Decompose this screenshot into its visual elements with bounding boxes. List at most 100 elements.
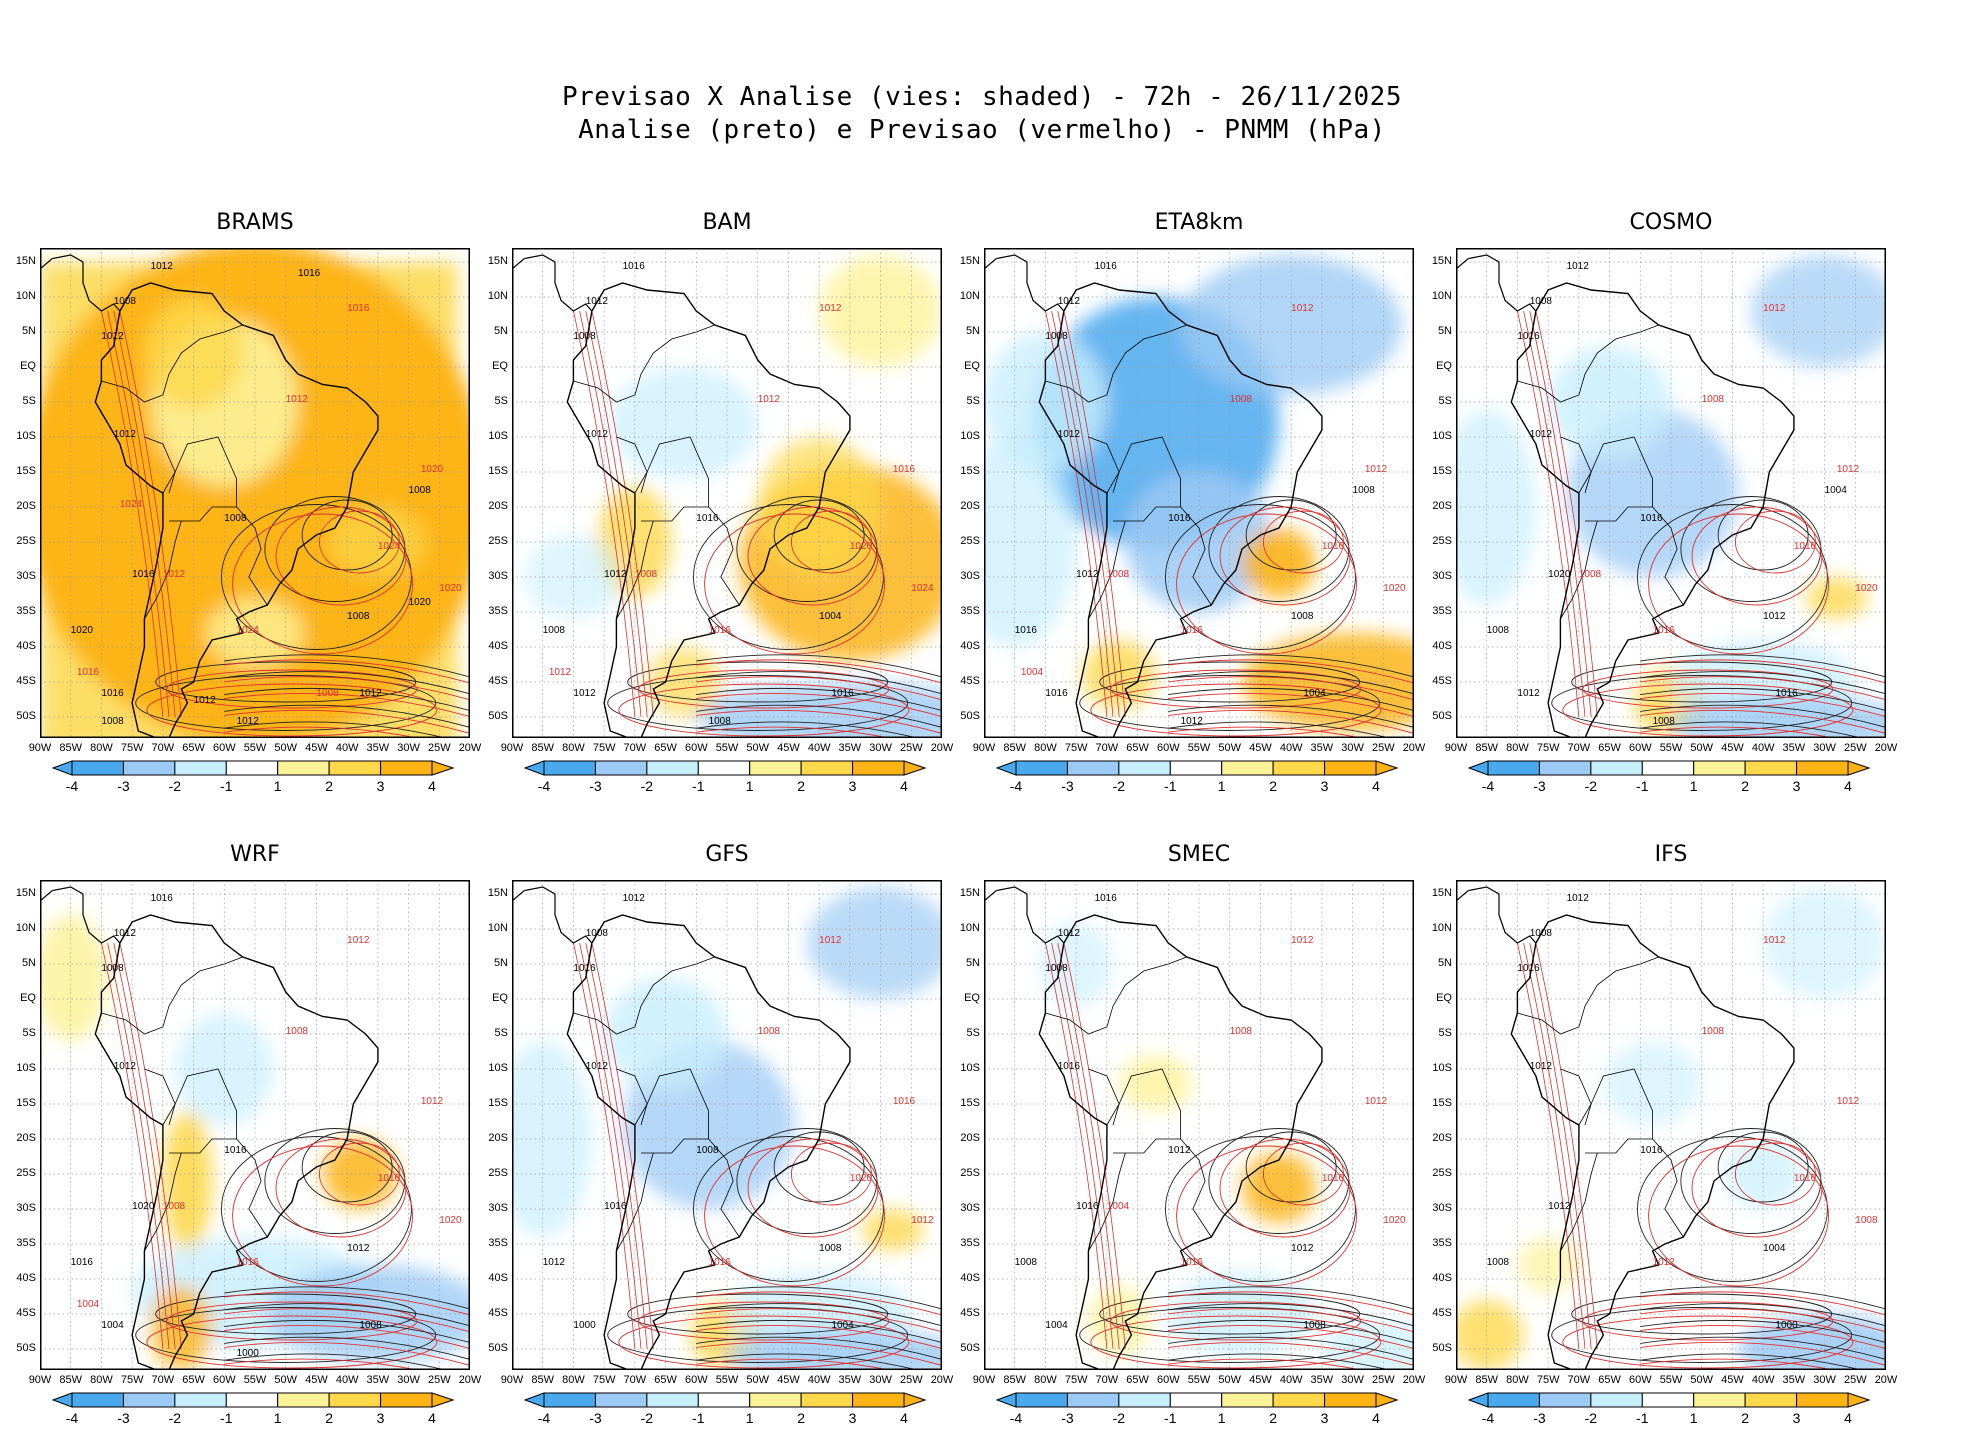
isobar-analysis — [696, 1286, 942, 1310]
lat-tick-label: 45S — [1432, 675, 1452, 687]
lon-tick-label: 25W — [1843, 1374, 1867, 1386]
isobar-analysis — [696, 671, 942, 695]
lat-tick-label: 40S — [960, 1272, 980, 1284]
bias-area — [512, 1041, 592, 1237]
isobar-analysis — [1208, 496, 1350, 602]
contour-label-analysis: 1004 — [1303, 688, 1326, 699]
colorbar-tick-label: -4 — [1481, 778, 1495, 794]
country-border — [101, 324, 243, 403]
country-border — [1560, 520, 1598, 620]
isobar-analysis — [773, 1131, 865, 1203]
contour-label-analysis: 1008 — [347, 611, 370, 622]
lon-tick-label: 40W — [807, 1374, 831, 1386]
contour-label-analysis: 1012 — [1548, 1201, 1571, 1212]
map-svg: 1016 1012 1008 1016 1012 1016 1008 1012 1008 1004… — [984, 880, 1414, 1370]
lon-tick-label: 75W — [592, 1374, 616, 1386]
isobar-forecast — [232, 513, 414, 655]
contour-label-analysis: 1012 — [1291, 1243, 1314, 1254]
panel-ifs: IFS 1012 1008 1016 1012 1016 1012 1008 1004 1000 1… — [1416, 832, 1898, 1432]
lat-tick-label: 20S — [960, 1132, 980, 1144]
colorbar-segment — [1066, 760, 1120, 776]
colorbar-segment — [328, 1392, 382, 1408]
colorbar-tick-label: 4 — [1844, 778, 1852, 794]
country-border — [1517, 956, 1659, 1035]
panel-title: WRF — [230, 842, 280, 867]
isobar-forecast — [704, 513, 886, 655]
lon-tick-label: 75W — [1064, 742, 1088, 754]
isobar-forecast — [704, 1145, 886, 1287]
contour-label-analysis: 1016 — [1517, 331, 1540, 342]
contour-label-forecast: 1012 — [347, 935, 370, 946]
isobar-forecast — [1691, 506, 1823, 606]
colorbar-tick-label: 4 — [900, 1410, 908, 1426]
isobar-analysis — [224, 687, 470, 712]
lon-tick-label: 20W — [930, 742, 954, 754]
lon-tick-label: 25W — [427, 1374, 451, 1386]
colorbar — [523, 760, 927, 776]
contour-label-forecast: 1016 — [1653, 625, 1676, 636]
coastline-south-america — [94, 282, 379, 738]
lat-tick-label: 20S — [1432, 1132, 1452, 1144]
lon-tick-label: 30W — [1341, 742, 1364, 754]
colorbar-segment — [1693, 1392, 1746, 1408]
lat-tick-label: 15N — [959, 255, 980, 267]
lat-tick-label: 35S — [1432, 1237, 1452, 1249]
coastline-central-america — [512, 886, 593, 944]
isobar-andes — [1517, 310, 1580, 718]
lat-tick-label: 30S — [960, 570, 980, 582]
contour-label-forecast: 1012 — [163, 569, 186, 580]
lon-tick-label: 20W — [1402, 1374, 1426, 1386]
isobar-andes — [101, 310, 164, 718]
isobar-forecast — [1640, 726, 1836, 738]
isobar-analysis — [627, 661, 889, 703]
colorbar-segment — [543, 1392, 596, 1408]
lat-tick-label: 50S — [1432, 1342, 1452, 1354]
country-border — [1045, 956, 1187, 1035]
lon-tick-label: 85W — [531, 1374, 555, 1386]
isobar-analysis — [1636, 504, 1828, 650]
contour-label-forecast: 1012 — [1291, 303, 1314, 314]
lat-tick-label: 25S — [16, 535, 36, 547]
isobar-forecast — [232, 1145, 414, 1287]
lon-tick-label: 65W — [182, 1374, 205, 1386]
isobar-analysis — [1079, 1307, 1381, 1363]
lat-tick-label: 10S — [488, 430, 508, 442]
isobar-analysis — [1680, 1128, 1822, 1234]
isobar-andes — [1057, 310, 1120, 718]
contour-label-analysis: 1012 — [586, 429, 609, 440]
country-border — [573, 324, 715, 403]
contour-label-forecast: 1020 — [1855, 583, 1878, 594]
bias-area — [162, 1111, 212, 1251]
colorbar-segment — [1118, 760, 1171, 776]
lat-tick-label: 25S — [960, 535, 980, 547]
map-svg: 1016101210081012101610121016100810041016… — [984, 248, 1414, 738]
contour-label-forecast: 1016 — [1794, 1173, 1817, 1184]
contour-label-forecast: 1016 — [237, 1257, 260, 1268]
contour-label-analysis: 1012 — [1168, 1145, 1191, 1156]
lat-tick-label: 25S — [16, 1167, 36, 1179]
isobar-forecast — [1640, 693, 1886, 718]
isobar-analysis — [1640, 671, 1886, 695]
colorbar-segment — [594, 1392, 648, 1408]
colorbar-tick-label: -4 — [1009, 778, 1023, 794]
colorbar-tick-label: -3 — [1533, 778, 1546, 794]
country-border — [1585, 506, 1653, 522]
lat-tick-label: 15S — [1432, 1097, 1452, 1109]
contour-label-forecast: 1012 — [286, 394, 309, 405]
lat-tick-label: 25S — [1432, 535, 1452, 547]
colorbar-tick-label: -2 — [168, 778, 182, 794]
contour-label-analysis: 1004 — [831, 1320, 854, 1331]
colorbar-segment — [277, 1392, 330, 1408]
lon-tick-label: 70W — [1095, 742, 1119, 754]
isobar-forecast — [224, 726, 420, 738]
contour-label-analysis: 1012 — [1076, 569, 1099, 580]
colorbar-tick-label: -2 — [640, 1410, 654, 1426]
lat-tick-label: 15S — [488, 465, 508, 477]
colorbar-segment — [697, 1392, 751, 1408]
lat-tick-label: EQ — [20, 992, 36, 1004]
contour-label-forecast: 1024 — [120, 499, 143, 510]
lon-tick-label: 35W — [838, 742, 862, 754]
isobar-analysis — [1717, 1131, 1809, 1203]
colorbar-arrow-left — [995, 760, 1017, 776]
isobar-analysis — [607, 1307, 909, 1363]
